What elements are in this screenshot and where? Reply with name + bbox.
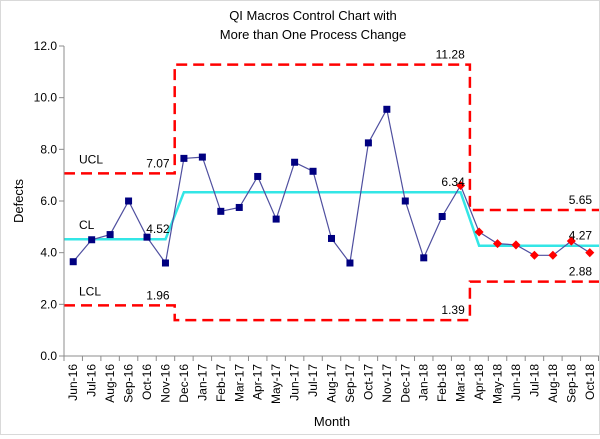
data-point-marker bbox=[364, 139, 372, 147]
line-name-label: CL bbox=[79, 218, 95, 232]
data-point-marker bbox=[88, 236, 96, 244]
data-point-marker bbox=[106, 231, 114, 239]
data-point-marker bbox=[235, 203, 243, 211]
chart-title-line-2: More than One Process Change bbox=[220, 27, 406, 42]
ucl-line bbox=[64, 63, 599, 212]
chart-title: QI Macros Control Chart with More than O… bbox=[220, 8, 406, 42]
data-point-marker bbox=[420, 254, 428, 262]
x-tick-label: Jan-17 bbox=[195, 364, 209, 401]
data-point-marker bbox=[548, 250, 558, 260]
x-tick-label: Jun-18 bbox=[509, 364, 523, 401]
x-tick-label: Mar-18 bbox=[454, 364, 468, 402]
line-name-label: LCL bbox=[79, 284, 101, 298]
data-point-marker bbox=[198, 153, 206, 161]
x-tick-label: Aug-16 bbox=[103, 364, 117, 403]
x-tick-label: Nov-16 bbox=[159, 364, 173, 403]
control-limits bbox=[64, 63, 599, 322]
data-point-marker bbox=[217, 207, 225, 215]
data-point-marker bbox=[309, 167, 317, 175]
chart-title-line-1: QI Macros Control Chart with bbox=[229, 8, 397, 23]
data-point-marker bbox=[254, 172, 262, 180]
data-point-marker bbox=[161, 259, 169, 267]
x-tick-label: Jul-17 bbox=[306, 364, 320, 397]
x-tick-label: Jul-16 bbox=[85, 364, 99, 397]
axes: 0.0 2.0 4.0 6.0 8.0 10.0 12.0 Jun-16 Jul-16 Aug-1… bbox=[34, 39, 599, 404]
x-tick-label: Jun-16 bbox=[66, 364, 80, 401]
chart-labels: UCL CL LCL 7.07 4.52 1.96 11.28 6.34 1.39 5.65 4.2… bbox=[79, 48, 592, 317]
x-tick-label: Feb-17 bbox=[214, 364, 228, 402]
y-tick-label: 6.0 bbox=[40, 194, 57, 208]
data-point-marker bbox=[180, 154, 188, 162]
x-tick-label: Apr-18 bbox=[472, 364, 486, 400]
x-tick-label: Feb-18 bbox=[435, 364, 449, 402]
x-tick-label: Sep-17 bbox=[343, 364, 357, 403]
limit-value-label: 4.52 bbox=[146, 222, 170, 236]
data-point-marker bbox=[438, 213, 446, 220]
limit-value-label: 1.39 bbox=[441, 303, 465, 317]
limit-value-label: 6.34 bbox=[441, 175, 465, 189]
data-point-marker bbox=[383, 105, 391, 113]
data-point-marker bbox=[291, 158, 299, 166]
limit-value-label: 2.88 bbox=[569, 265, 593, 279]
data-point-marker bbox=[69, 258, 77, 266]
data-point-marker bbox=[328, 234, 335, 242]
y-tick-label: 12.0 bbox=[34, 39, 58, 53]
x-tick-label: Aug-17 bbox=[325, 364, 339, 403]
x-tick-label: Apr-17 bbox=[251, 364, 265, 400]
x-tick-label: Mar-17 bbox=[232, 364, 246, 402]
y-tick-label: 4.0 bbox=[40, 246, 57, 260]
line-name-label: UCL bbox=[79, 152, 103, 166]
x-tick-label: May-18 bbox=[491, 364, 505, 404]
x-tick-label: Sep-18 bbox=[564, 364, 578, 403]
data-point-marker bbox=[346, 259, 354, 267]
data-point-marker bbox=[585, 248, 595, 258]
x-tick-label: Dec-17 bbox=[398, 364, 412, 403]
x-tick-label: Jun-17 bbox=[288, 364, 302, 401]
x-tick-label: May-17 bbox=[269, 364, 283, 404]
data-point-marker bbox=[511, 240, 521, 250]
data-point-marker bbox=[529, 250, 539, 260]
y-tick-label: 8.0 bbox=[40, 142, 57, 156]
y-tick-label: 2.0 bbox=[40, 297, 57, 311]
x-tick-label: Oct-18 bbox=[583, 364, 597, 400]
x-tick-label: Oct-16 bbox=[140, 364, 154, 400]
data-series bbox=[69, 105, 595, 267]
limit-value-label: 5.65 bbox=[569, 193, 593, 207]
x-tick-label: Aug-18 bbox=[546, 364, 560, 403]
data-point-marker bbox=[401, 197, 409, 205]
y-tick-label: 0.0 bbox=[40, 349, 57, 363]
limit-value-label: 1.96 bbox=[146, 288, 170, 302]
lcl-line bbox=[64, 280, 599, 322]
x-tick-label: Sep-16 bbox=[122, 364, 136, 403]
limit-value-label: 4.27 bbox=[569, 229, 593, 243]
y-tick-label: 10.0 bbox=[34, 91, 58, 105]
x-tick-label: Jul-18 bbox=[527, 364, 541, 397]
x-tick-label: Nov-17 bbox=[380, 364, 394, 403]
x-tick-label: Jan-18 bbox=[417, 364, 431, 401]
data-point-marker bbox=[125, 197, 133, 205]
limit-value-label: 11.28 bbox=[436, 48, 465, 62]
x-tick-label: Dec-16 bbox=[177, 364, 191, 403]
x-tick-label: Oct-17 bbox=[361, 364, 375, 400]
x-axis-label: Month bbox=[314, 414, 350, 429]
data-point-marker bbox=[143, 233, 151, 241]
data-point-marker bbox=[272, 215, 280, 223]
limit-value-label: 7.07 bbox=[146, 156, 170, 170]
y-axis-label: Defects bbox=[11, 178, 26, 223]
